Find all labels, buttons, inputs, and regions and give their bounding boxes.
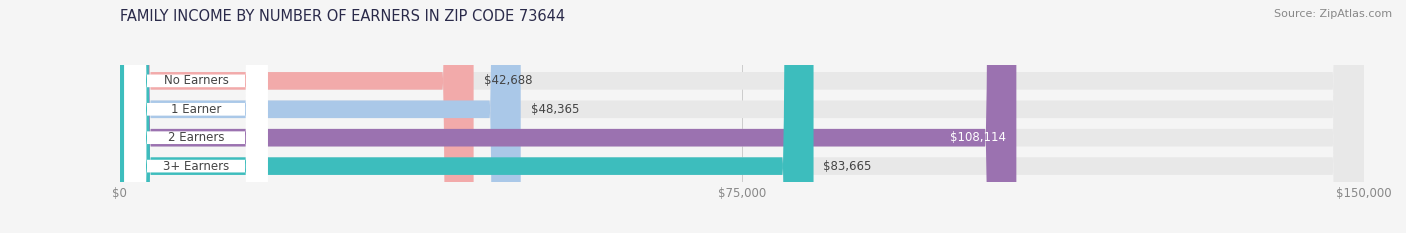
Text: FAMILY INCOME BY NUMBER OF EARNERS IN ZIP CODE 73644: FAMILY INCOME BY NUMBER OF EARNERS IN ZI… [120, 9, 565, 24]
FancyBboxPatch shape [120, 0, 814, 233]
Text: 3+ Earners: 3+ Earners [163, 160, 229, 173]
FancyBboxPatch shape [125, 0, 267, 233]
FancyBboxPatch shape [125, 0, 267, 233]
Text: No Earners: No Earners [163, 74, 228, 87]
Text: $83,665: $83,665 [824, 160, 872, 173]
FancyBboxPatch shape [120, 0, 1364, 233]
FancyBboxPatch shape [120, 0, 1364, 233]
Text: 1 Earner: 1 Earner [172, 103, 221, 116]
FancyBboxPatch shape [120, 0, 520, 233]
FancyBboxPatch shape [125, 0, 267, 233]
FancyBboxPatch shape [120, 0, 1017, 233]
FancyBboxPatch shape [120, 0, 1364, 233]
FancyBboxPatch shape [120, 0, 474, 233]
Text: $108,114: $108,114 [950, 131, 1007, 144]
Text: $48,365: $48,365 [530, 103, 579, 116]
FancyBboxPatch shape [120, 0, 1364, 233]
FancyBboxPatch shape [125, 0, 267, 233]
Text: 2 Earners: 2 Earners [167, 131, 225, 144]
Text: $42,688: $42,688 [484, 74, 531, 87]
Text: Source: ZipAtlas.com: Source: ZipAtlas.com [1274, 9, 1392, 19]
